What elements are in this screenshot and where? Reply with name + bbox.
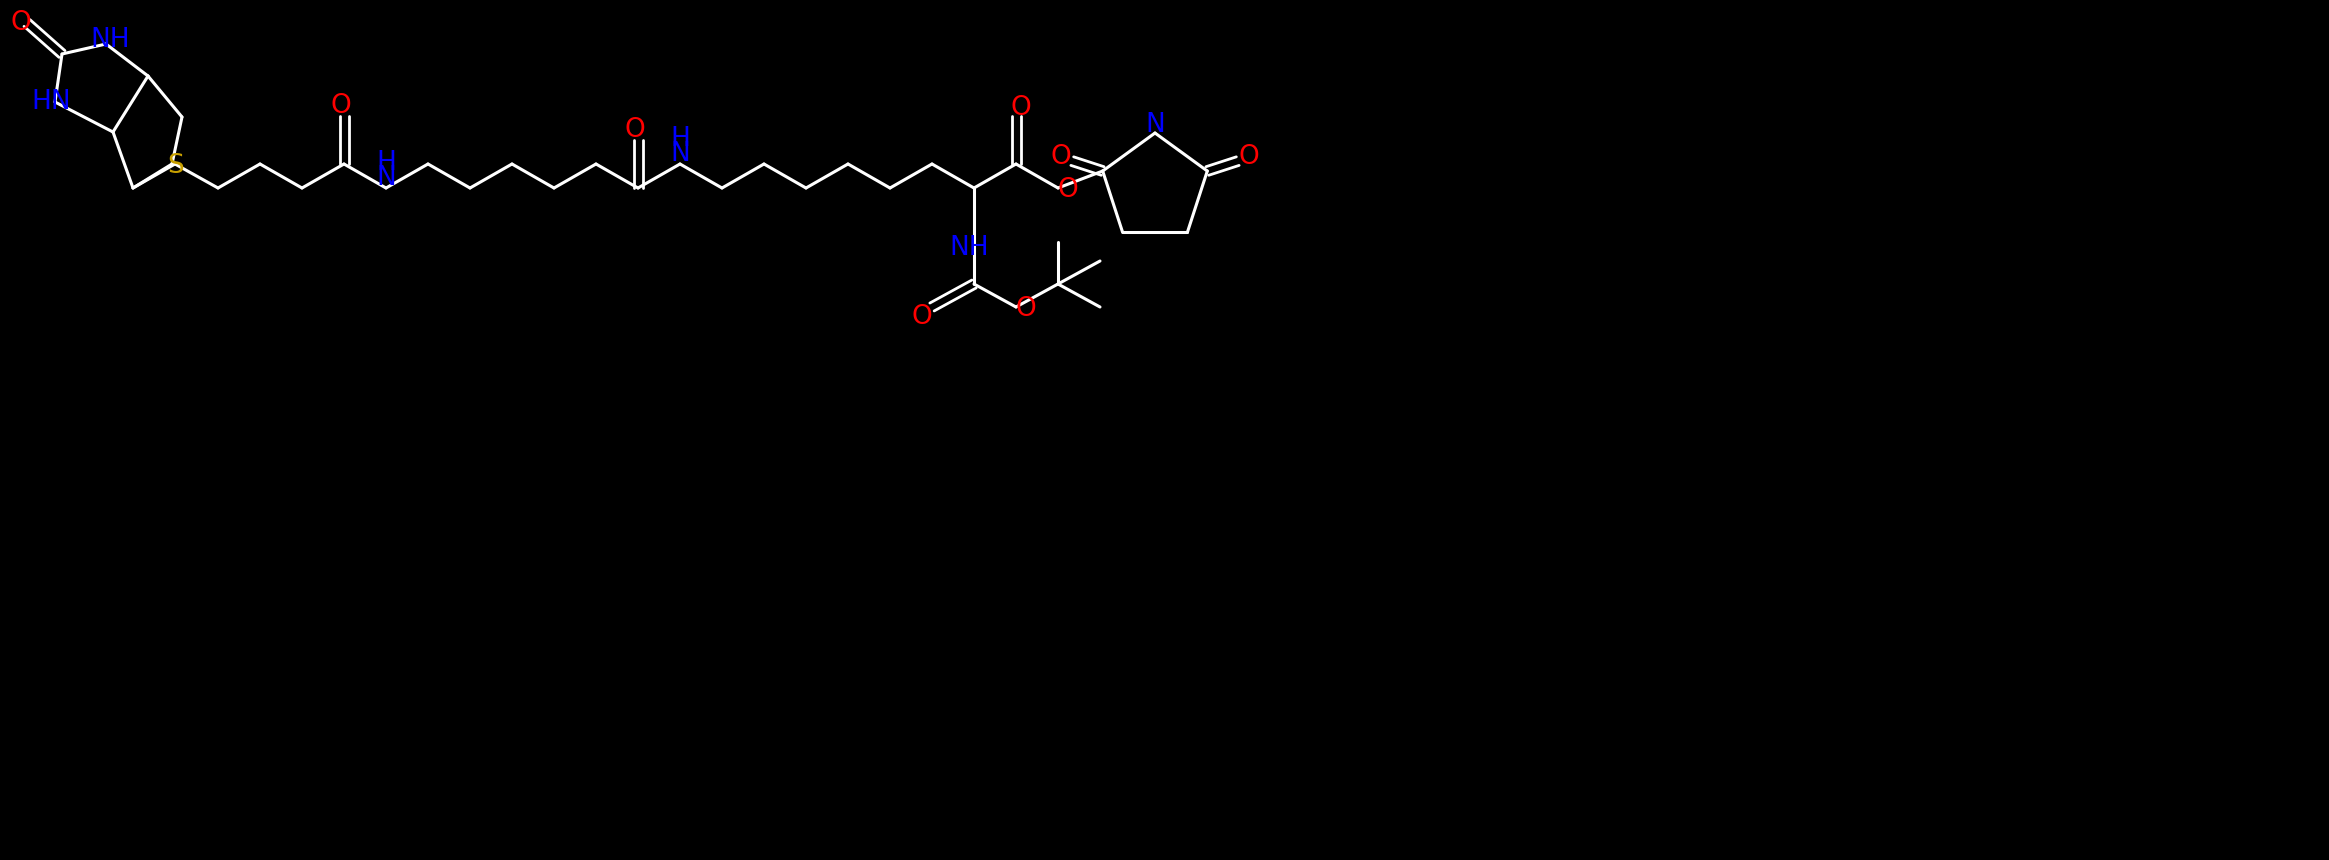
Text: H: H bbox=[375, 150, 396, 176]
Text: N: N bbox=[375, 165, 396, 191]
Text: O: O bbox=[1011, 95, 1032, 121]
Text: O: O bbox=[12, 10, 30, 36]
Text: O: O bbox=[1050, 144, 1071, 170]
Text: NH: NH bbox=[950, 235, 990, 261]
Text: HN: HN bbox=[30, 89, 70, 115]
Text: S: S bbox=[168, 153, 184, 179]
Text: NH: NH bbox=[91, 27, 130, 53]
Text: O: O bbox=[624, 117, 645, 143]
Text: H: H bbox=[671, 126, 689, 152]
Text: O: O bbox=[1239, 144, 1260, 170]
Text: O: O bbox=[1015, 296, 1036, 322]
Text: N: N bbox=[671, 141, 689, 167]
Text: O: O bbox=[911, 304, 932, 330]
Text: N: N bbox=[1146, 112, 1164, 138]
Text: O: O bbox=[1057, 177, 1078, 203]
Text: O: O bbox=[331, 93, 352, 119]
